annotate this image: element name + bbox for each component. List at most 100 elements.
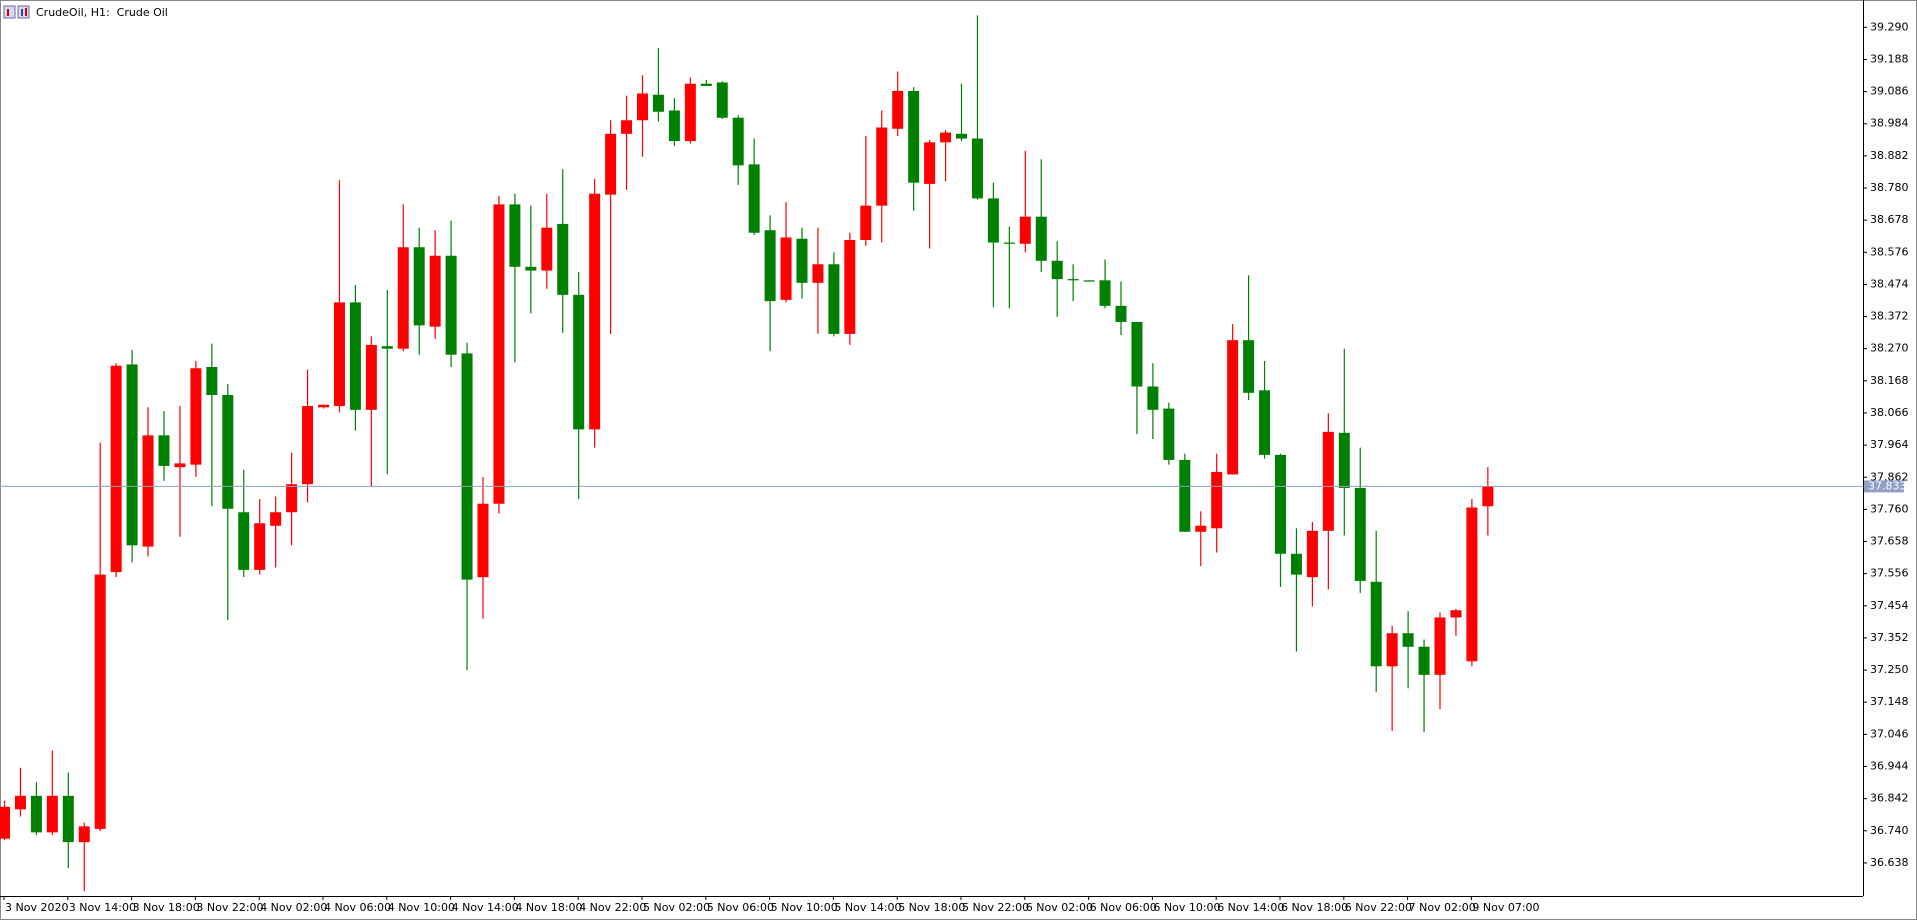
candle-body (621, 120, 633, 134)
candle-body (206, 366, 218, 396)
candle-body (589, 193, 601, 430)
candle-body (940, 132, 952, 143)
x-tick-label: 4 Nov 10:00 (388, 901, 455, 914)
candle-body (190, 368, 202, 465)
candle-body (1083, 280, 1095, 282)
candle-body (573, 294, 585, 430)
candle-body (174, 463, 186, 468)
y-tick-label: 38.678 (1870, 213, 1909, 226)
symbol-icons (3, 5, 30, 19)
x-tick-label: 5 Nov 10:00 (771, 901, 838, 914)
candle-body (14, 795, 26, 810)
y-tick-label: 37.658 (1870, 535, 1909, 548)
candle-body (716, 82, 728, 118)
candle-body (876, 127, 888, 206)
current-price-label: 37.833 (1868, 479, 1907, 492)
candle-body (525, 266, 537, 271)
candle-body (684, 83, 696, 142)
candle-body (1227, 340, 1239, 475)
candle-body (1482, 486, 1494, 507)
y-tick-label: 37.352 (1870, 631, 1909, 644)
chart-title: CrudeOil, H1: Crude Oil (36, 6, 168, 19)
candle-body (541, 227, 553, 271)
y-tick-label: 36.638 (1870, 856, 1909, 869)
candle-body (1147, 386, 1159, 410)
candle-body (1211, 471, 1223, 529)
candle-body (732, 117, 744, 166)
y-tick-label: 38.066 (1870, 406, 1909, 419)
candle-body (429, 255, 441, 327)
candle-body (1163, 408, 1175, 460)
y-tick-label: 36.842 (1870, 792, 1909, 805)
y-tick-label: 37.046 (1870, 727, 1909, 740)
x-tick-label: 5 Nov 06:00 (707, 901, 774, 914)
candle-body (1418, 646, 1430, 675)
x-tick-label: 4 Nov 18:00 (515, 901, 582, 914)
candle-body (1195, 525, 1207, 532)
candle-body (764, 230, 776, 302)
x-tick-label: 3 Nov 18:00 (133, 901, 200, 914)
candle-body (557, 223, 569, 295)
candle-body (1099, 280, 1111, 306)
candle-body (1179, 459, 1191, 532)
x-tick-label: 4 Nov 22:00 (579, 901, 646, 914)
y-tick-label: 37.862 (1870, 470, 1909, 483)
candle-body (238, 512, 250, 570)
candle-body (78, 826, 90, 843)
candle-body (1322, 431, 1334, 531)
y-tick-label: 38.168 (1870, 374, 1909, 387)
candle-body (700, 83, 712, 86)
y-tick-label: 38.372 (1870, 310, 1909, 323)
candle-body (397, 247, 409, 349)
x-tick-label: 6 Nov 02:00 (1026, 901, 1093, 914)
candle-body (30, 795, 42, 833)
x-tick-label: 3 Nov 2020 (5, 901, 68, 914)
candle-body (796, 238, 808, 283)
candle-body (142, 435, 154, 547)
candle-body (1003, 242, 1015, 244)
y-tick-label: 37.148 (1870, 695, 1909, 708)
candle-body (333, 302, 345, 407)
candle-body (605, 133, 617, 195)
candle-body (318, 404, 329, 408)
y-tick-label: 39.290 (1870, 20, 1909, 33)
y-tick-label: 39.086 (1870, 85, 1909, 98)
candle-body (1450, 610, 1462, 618)
candle-body (445, 255, 457, 355)
x-tick-label: 5 Nov 02:00 (643, 901, 710, 914)
candle-body (381, 346, 393, 349)
candle-body (1115, 305, 1127, 322)
x-tick-label: 7 Nov 02:00 (1409, 901, 1476, 914)
candle-body (461, 353, 473, 580)
x-tick-label: 3 Nov 22:00 (196, 901, 263, 914)
candle-body (1434, 617, 1446, 675)
candle-body (812, 264, 824, 283)
candle-body (110, 365, 122, 573)
y-tick-label: 36.944 (1870, 760, 1909, 773)
candle-body (987, 198, 999, 243)
x-tick-label: 4 Nov 06:00 (324, 901, 391, 914)
candle-body (892, 90, 904, 129)
x-tick-label: 5 Nov 22:00 (962, 901, 1029, 914)
candle-body (748, 164, 760, 233)
y-tick-label: 38.984 (1870, 117, 1909, 130)
candle-body (1051, 260, 1063, 280)
candle-body (254, 523, 266, 570)
candle-body (1338, 432, 1350, 488)
y-tick-label: 38.576 (1870, 245, 1909, 258)
candle-body (844, 239, 856, 334)
y-tick-label: 37.760 (1870, 502, 1909, 515)
current-price-tag (1864, 480, 1904, 493)
candle-body (1067, 279, 1079, 281)
x-tick-label: 6 Nov 14:00 (1217, 901, 1284, 914)
candle-body (413, 247, 425, 326)
candle-body (126, 364, 138, 546)
candle-body (62, 795, 74, 843)
candle-body (46, 795, 58, 833)
candle-body (1035, 216, 1047, 261)
candle-body (1259, 390, 1271, 455)
y-tick-label: 37.556 (1870, 567, 1909, 580)
y-tick-label: 38.882 (1870, 149, 1909, 162)
